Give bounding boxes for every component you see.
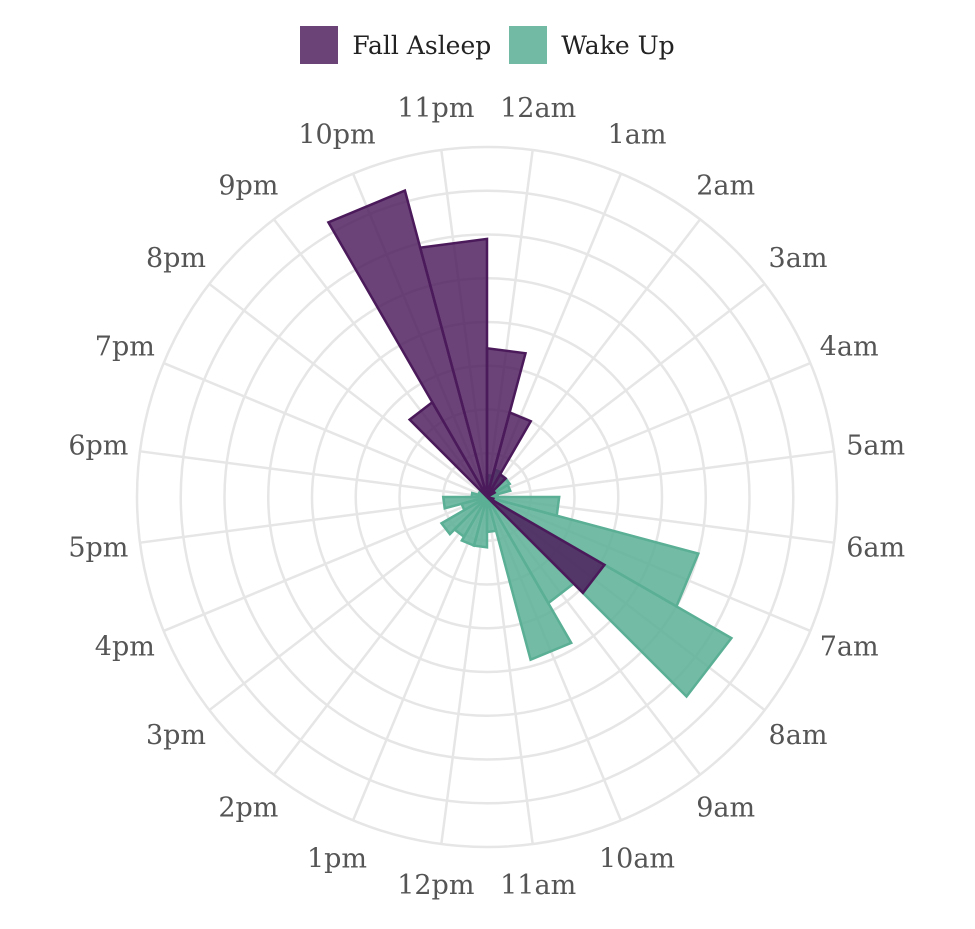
bar-fall-asleep-3am — [486, 488, 497, 499]
hour-label-10pm: 10pm — [298, 119, 375, 150]
hour-label-2pm: 2pm — [218, 792, 278, 823]
hour-labels: 12am 1am 2am 3am 4am 5am 6am 7am 8am 9am 10am 11am 1… — [68, 93, 905, 901]
hour-label-11pm: 11pm — [397, 93, 474, 124]
hour-label-4am: 4am — [820, 331, 879, 362]
hour-label-5pm: 5pm — [68, 533, 128, 564]
bar-wake-up-5pm — [441, 495, 488, 510]
hour-label-8pm: 8pm — [146, 243, 206, 274]
grid-ring-8 — [135, 145, 839, 849]
hour-label-7am: 7am — [820, 632, 879, 663]
hour-label-4pm: 4pm — [95, 632, 155, 663]
hour-label-10am: 10am — [599, 844, 675, 875]
bar-wake-up-10am — [485, 496, 574, 662]
grid-spoke — [272, 496, 488, 776]
hour-label-9am: 9am — [696, 792, 755, 823]
grid-spoke — [486, 450, 835, 499]
grid-spoke — [208, 282, 488, 498]
grid-spoke — [351, 496, 489, 821]
hour-label-3pm: 3pm — [146, 720, 206, 751]
hour-label-1am: 1am — [608, 119, 667, 150]
hour-label-5am: 5am — [846, 430, 905, 461]
legend-item-fall-asleep: Fall Asleep — [300, 26, 491, 64]
grid — [135, 145, 839, 849]
legend: Fall Asleep Wake Up — [0, 26, 975, 64]
grid-spoke — [440, 496, 489, 845]
hour-label-2am: 2am — [696, 171, 755, 202]
hour-label-3am: 3am — [769, 243, 828, 274]
legend-label-wake-up: Wake Up — [561, 30, 675, 60]
grid-ring-7 — [179, 189, 795, 805]
grid-spoke — [486, 218, 702, 498]
hour-label-12am: 12am — [500, 93, 576, 124]
hour-label-1pm: 1pm — [307, 844, 367, 875]
legend-swatch-wake-up — [509, 26, 548, 64]
grid-spoke — [208, 496, 488, 712]
hour-label-6am: 6am — [846, 533, 905, 564]
grid-spoke — [163, 361, 488, 499]
legend-item-wake-up: Wake Up — [509, 26, 675, 64]
hour-label-7pm: 7pm — [95, 331, 155, 362]
hour-label-6pm: 6pm — [68, 430, 128, 461]
grid-spoke — [485, 496, 534, 845]
grid-spoke — [139, 450, 488, 499]
grid-spoke — [486, 282, 766, 498]
hour-label-11am: 11am — [500, 870, 576, 901]
bar-fall-asleep-8am — [486, 495, 607, 595]
hour-label-8am: 8am — [769, 720, 828, 751]
hour-label-12pm: 12pm — [397, 870, 474, 901]
hour-label-9pm: 9pm — [218, 171, 278, 202]
grid-ring-6 — [223, 233, 751, 761]
grid-spoke — [486, 361, 811, 499]
legend-label-fall-asleep: Fall Asleep — [352, 30, 492, 60]
grid-spoke — [139, 495, 488, 544]
bars — [326, 188, 734, 699]
legend-swatch-fall-asleep — [300, 26, 339, 64]
grid-spoke — [163, 495, 488, 633]
bar-fall-asleep-11pm — [418, 237, 489, 498]
